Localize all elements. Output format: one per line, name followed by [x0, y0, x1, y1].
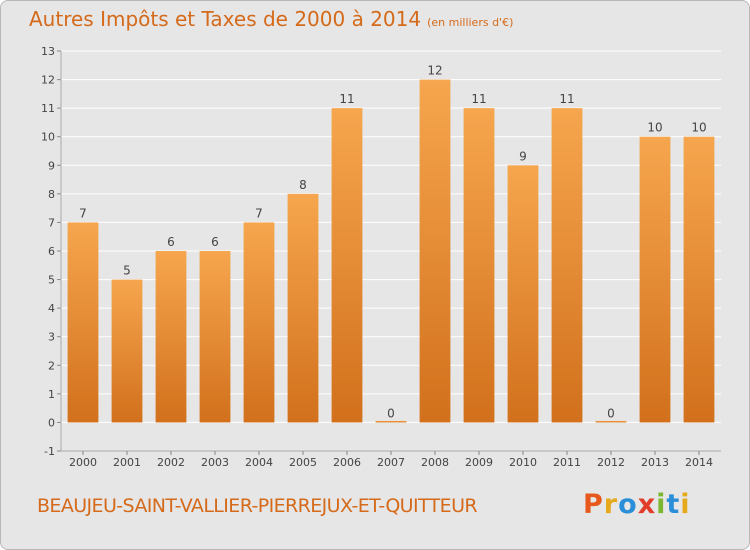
bar-value-label: 9 [519, 149, 527, 163]
chart-title: Autres Impôts et Taxes de 2000 à 2014 (en… [29, 7, 513, 31]
bar-value-label: 8 [299, 178, 307, 192]
bar [287, 193, 319, 423]
bar [683, 136, 715, 423]
x-tick-label: 2003 [201, 456, 229, 469]
bar [155, 251, 187, 423]
bar [375, 420, 407, 423]
x-tick-label: 2009 [465, 456, 493, 469]
logo-letter: i [656, 489, 667, 520]
logo-letter: x [637, 489, 657, 520]
bar [199, 251, 231, 423]
x-tick-label: 2000 [69, 456, 97, 469]
bar-value-label: 7 [79, 206, 87, 220]
y-tick-label: 12 [41, 74, 55, 87]
x-tick-label: 2005 [289, 456, 317, 469]
x-tick-label: 2002 [157, 456, 185, 469]
bar-value-label: 11 [339, 92, 354, 106]
y-tick-label: 13 [41, 45, 55, 58]
bar-value-label: 0 [607, 406, 615, 420]
y-tick-label: 0 [48, 416, 55, 429]
bar-value-label: 5 [123, 264, 131, 278]
y-tick-label: 2 [48, 359, 55, 372]
bar [639, 136, 671, 423]
bar-value-label: 10 [647, 121, 662, 135]
logo-letter: P [583, 489, 604, 520]
x-tick-label: 2006 [333, 456, 361, 469]
logo-letter: o [618, 489, 638, 520]
proxiti-logo: Proxiti [583, 489, 691, 520]
y-tick-label: 6 [48, 245, 55, 258]
y-tick-label: 7 [48, 216, 55, 229]
bar [243, 222, 275, 423]
bar [111, 279, 143, 423]
y-tick-label: 3 [48, 331, 55, 344]
bar [67, 222, 99, 423]
bar [507, 165, 539, 423]
x-tick-label: 2007 [377, 456, 405, 469]
bar [419, 79, 451, 423]
y-tick-label: 9 [48, 159, 55, 172]
y-tick-label: 8 [48, 188, 55, 201]
logo-letter: t [666, 489, 681, 520]
x-tick-label: 2012 [597, 456, 625, 469]
y-tick-label: 5 [48, 274, 55, 287]
x-tick-label: 2013 [641, 456, 669, 469]
logo-letter: r [603, 489, 619, 520]
bar [551, 108, 583, 423]
chart-unit: (en milliers d'€) [427, 16, 514, 29]
x-tick-label: 2010 [509, 456, 537, 469]
bar-value-label: 6 [167, 235, 175, 249]
bar [595, 420, 627, 423]
commune-name: BEAUJEU-SAINT-VALLIER-PIERREJUX-ET-QUITT… [37, 495, 478, 517]
x-tick-label: 2004 [245, 456, 273, 469]
bar-value-label: 12 [427, 64, 442, 78]
bar-value-label: 6 [211, 235, 219, 249]
bar [463, 108, 495, 423]
bar-value-label: 0 [387, 406, 395, 420]
x-tick-label: 2014 [685, 456, 713, 469]
chart-title-text: Autres Impôts et Taxes de 2000 à 2014 [29, 7, 422, 31]
x-tick-label: 2001 [113, 456, 141, 469]
y-tick-label: 1 [48, 388, 55, 401]
bar-value-label: 11 [559, 92, 574, 106]
logo-letter: i [680, 489, 691, 520]
bar-value-label: 7 [255, 206, 263, 220]
y-tick-label: 4 [48, 302, 55, 315]
bar [331, 108, 363, 423]
y-tick-label: 10 [41, 131, 55, 144]
bar-value-label: 10 [691, 121, 706, 135]
x-tick-label: 2008 [421, 456, 449, 469]
bar-value-label: 11 [471, 92, 486, 106]
x-tick-label: 2011 [553, 456, 581, 469]
y-tick-label: -1 [44, 445, 55, 458]
y-tick-label: 11 [41, 102, 55, 115]
